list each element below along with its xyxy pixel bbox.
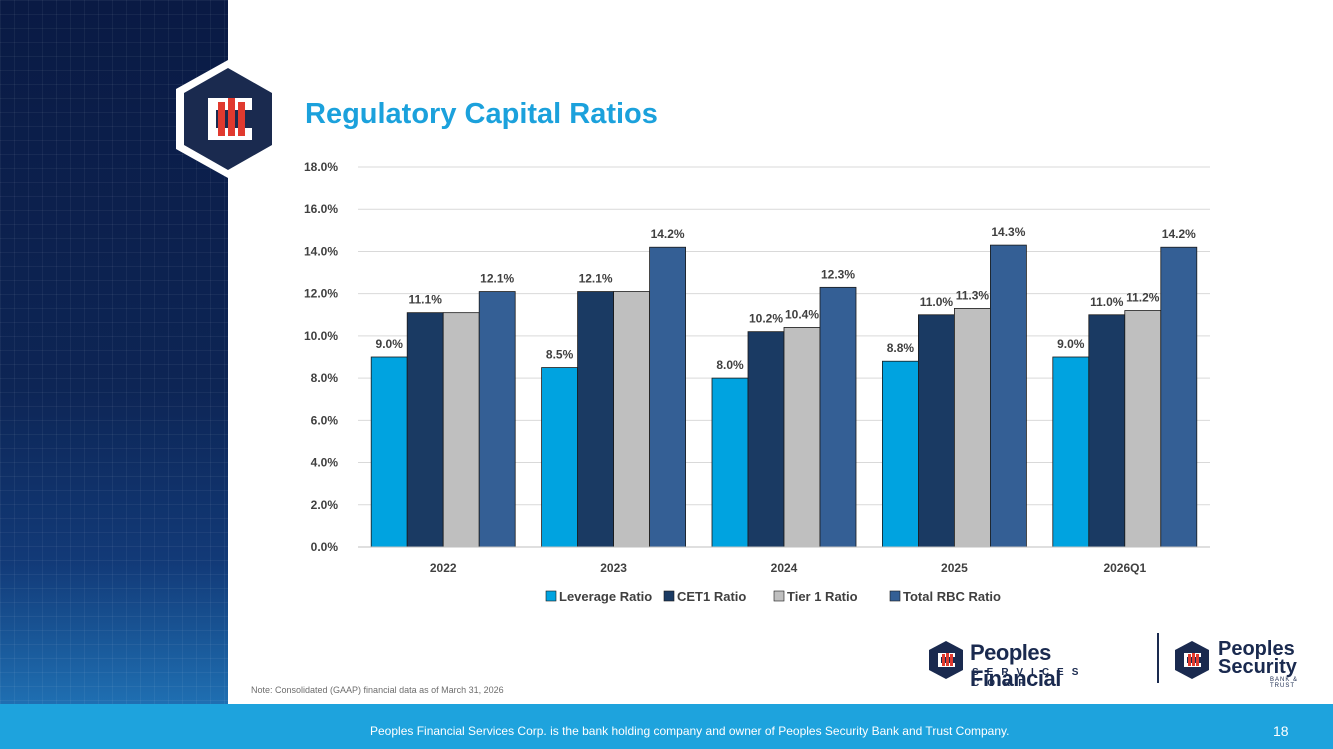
- bar: [954, 308, 991, 548]
- legend-label: CET1 Ratio: [677, 589, 746, 604]
- pfs-subtitle: SERVICES CORP.: [972, 667, 1087, 689]
- bar: [1088, 314, 1126, 548]
- bar: [783, 327, 821, 548]
- x-tick-label: 2023: [600, 561, 627, 575]
- data-label: 11.1%: [409, 293, 443, 307]
- bar: [819, 286, 857, 548]
- y-tick-label: 8.0%: [311, 371, 339, 385]
- bar: [1052, 356, 1090, 548]
- data-label: 10.2%: [749, 312, 783, 326]
- y-tick-label: 10.0%: [304, 329, 338, 343]
- psb-name-line1: Peoples: [1218, 638, 1295, 660]
- bar: [541, 367, 579, 548]
- bar: [370, 356, 408, 548]
- legend-label: Leverage Ratio: [559, 589, 652, 604]
- data-label: 11.3%: [956, 288, 990, 302]
- y-tick-label: 12.0%: [304, 287, 338, 301]
- peoples-financial-logo: Peoples Financial SERVICES CORP.: [928, 632, 1143, 691]
- data-label: 9.0%: [376, 337, 404, 351]
- bar: [882, 360, 919, 548]
- y-tick-label: 2.0%: [311, 498, 339, 512]
- data-label: 14.2%: [1162, 227, 1196, 241]
- brand-divider: [1157, 633, 1159, 683]
- legend-label: Total RBC Ratio: [903, 589, 1001, 604]
- footer-bar: Peoples Financial Services Corp. is the …: [0, 704, 1333, 749]
- data-label: 11.0%: [1090, 295, 1124, 309]
- y-tick-label: 6.0%: [311, 413, 339, 427]
- y-tick-label: 18.0%: [304, 160, 338, 174]
- bar: [442, 312, 480, 548]
- bar: [918, 314, 955, 548]
- bar: [711, 377, 749, 548]
- hexagon-logo-icon: [176, 60, 280, 178]
- legend-swatch: [663, 590, 675, 602]
- x-tick-label: 2025: [941, 561, 968, 575]
- psb-name-line2: Security: [1218, 656, 1297, 678]
- bar: [1160, 246, 1198, 548]
- peoples-security-logo: Peoples Security BANK & TRUST: [1174, 632, 1314, 689]
- bar: [613, 291, 651, 548]
- data-label: 8.0%: [716, 358, 744, 372]
- bar: [747, 331, 785, 548]
- psb-hexagon-icon: [1175, 641, 1209, 679]
- bar: [406, 312, 444, 548]
- data-label: 8.8%: [887, 341, 915, 355]
- pfs-name: Peoples Financial: [970, 640, 1061, 691]
- legend-swatch: [773, 590, 785, 602]
- data-label: 14.2%: [651, 227, 685, 241]
- bar: [649, 246, 687, 548]
- data-label: 11.0%: [920, 295, 954, 309]
- footer-text: Peoples Financial Services Corp. is the …: [370, 724, 1010, 738]
- y-tick-label: 0.0%: [311, 540, 339, 554]
- legend-swatch: [545, 590, 557, 602]
- x-tick-label: 2022: [430, 561, 457, 575]
- legend-swatch: [889, 590, 901, 602]
- capital-ratios-bar-chart: 0.0% 2.0% 4.0% 6.0% 8.0% 10.0% 12.0% 14.0% 16.0%…: [304, 160, 1210, 604]
- data-label: 8.5%: [546, 348, 574, 362]
- pfs-hexagon-icon: [929, 641, 963, 679]
- x-tick-label: 2024: [771, 561, 798, 575]
- data-label: 12.3%: [821, 267, 855, 281]
- page-title: Regulatory Capital Ratios: [305, 98, 658, 130]
- data-label: 10.4%: [785, 307, 819, 321]
- bar: [478, 291, 516, 548]
- y-tick-label: 16.0%: [304, 202, 338, 216]
- bar: [990, 244, 1027, 548]
- data-label: 12.1%: [480, 272, 514, 286]
- bar: [577, 291, 615, 548]
- legend-label: Tier 1 Ratio: [787, 589, 858, 604]
- bar: [1124, 310, 1162, 548]
- data-label: 12.1%: [579, 272, 613, 286]
- page-number: 18: [1273, 723, 1289, 739]
- psb-tagline: BANK & TRUST: [1270, 677, 1299, 689]
- footnote: Note: Consolidated (GAAP) financial data…: [251, 685, 504, 695]
- x-tick-label: 2026Q1: [1103, 561, 1146, 575]
- data-label: 9.0%: [1057, 337, 1085, 351]
- y-tick-label: 4.0%: [311, 456, 339, 470]
- y-tick-label: 14.0%: [304, 244, 338, 258]
- data-label: 11.2%: [1126, 291, 1160, 305]
- data-label: 14.3%: [991, 225, 1025, 239]
